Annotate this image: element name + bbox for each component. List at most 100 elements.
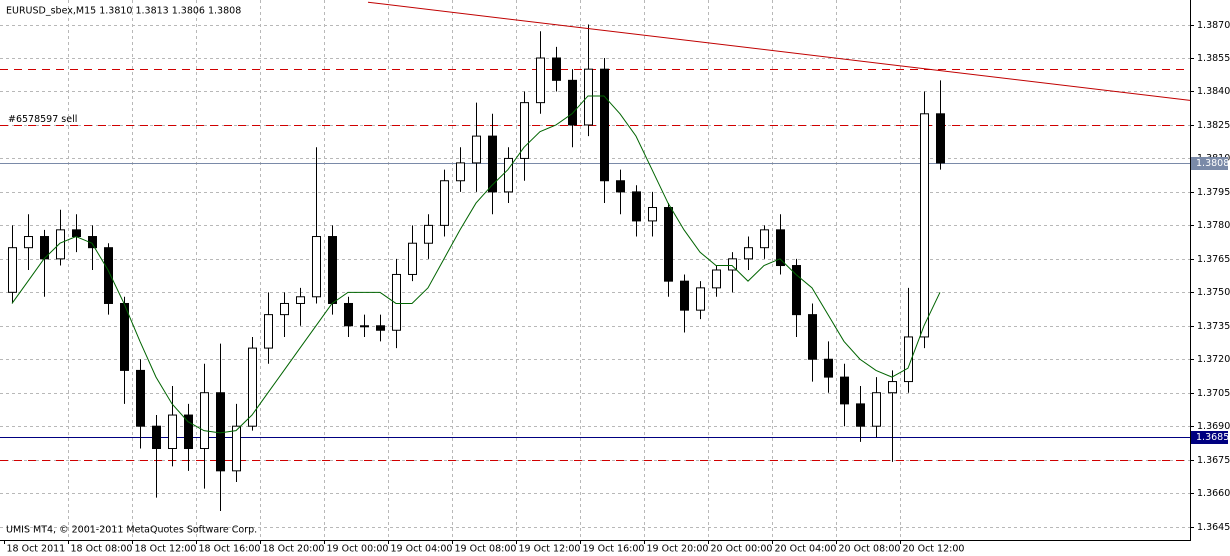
x-tick-label: 19 Oct 00:00 [327, 544, 389, 555]
x-tick-label: 18 Oct 2011 [7, 544, 66, 555]
candle-body [936, 113, 945, 164]
y-tick-label: 1.3765 [1197, 254, 1230, 265]
candle-body [216, 392, 225, 472]
x-tick-label: 20 Oct 04:00 [775, 544, 837, 555]
candle-body [312, 236, 321, 298]
candle-body [248, 347, 257, 427]
price-label: 1.3685 [1196, 432, 1229, 443]
y-tick-label: 1.3645 [1197, 522, 1230, 533]
candle-body [664, 207, 673, 282]
grid [0, 0, 1190, 540]
candle-body [712, 269, 721, 289]
candle-body [632, 191, 641, 222]
y-tick-label: 1.3840 [1197, 86, 1230, 97]
x-tick-label: 20 Oct 12:00 [903, 544, 965, 555]
y-tick-label: 1.3825 [1197, 120, 1230, 131]
candle-body [456, 162, 465, 182]
candle-body [296, 296, 305, 304]
x-tick-label: 20 Oct 00:00 [711, 544, 773, 555]
x-tick-label: 18 Oct 20:00 [263, 544, 325, 555]
y-tick-label: 1.3795 [1197, 187, 1230, 198]
candle-body [200, 392, 209, 450]
price-label-box [1191, 157, 1228, 170]
candle-body [776, 229, 785, 267]
candle-body [168, 414, 177, 450]
y-tick-label: 1.3870 [1197, 20, 1230, 31]
y-tick-label: 1.3675 [1197, 455, 1230, 466]
candle-body [72, 229, 81, 238]
candle-body [264, 314, 273, 349]
candle-body [824, 358, 833, 378]
candle-body [472, 135, 481, 164]
y-tick-label: 1.3720 [1197, 354, 1230, 365]
candle-body [744, 247, 753, 260]
y-tick-label: 1.3855 [1197, 53, 1230, 64]
candle-body [792, 265, 801, 316]
price-label-box [1191, 431, 1228, 444]
candle-body [56, 229, 65, 260]
candle-body [728, 258, 737, 271]
candle-body [8, 247, 17, 293]
y-tick-label: 1.3750 [1197, 287, 1230, 298]
candle-body [24, 236, 33, 249]
candle-body [568, 79, 577, 126]
y-tick-label: 1.3660 [1197, 488, 1230, 499]
candle-body [584, 68, 593, 126]
x-tick-label: 18 Oct 08:00 [71, 544, 133, 555]
candle-body [856, 403, 865, 427]
candle-body [696, 287, 705, 311]
x-tick-label: 20 Oct 08:00 [839, 544, 901, 555]
candle-body [536, 57, 545, 104]
candle-body [504, 157, 513, 193]
y-tick-label: 1.3735 [1197, 321, 1230, 332]
candle-body [104, 247, 113, 304]
candle-body [888, 381, 897, 394]
moving-average [11, 95, 941, 434]
trend-line [367, 1, 1191, 101]
candle-body [280, 302, 289, 316]
candle-body [392, 273, 401, 331]
candle-body [600, 68, 609, 182]
candle-body [440, 180, 449, 226]
candle-body [408, 242, 417, 275]
candle-body [904, 336, 913, 383]
candle-body [344, 302, 353, 327]
candle-body [872, 392, 881, 427]
candle-body [520, 102, 529, 159]
candle-body [488, 135, 497, 193]
footer: UMIS MT4, © 2001-2011 MetaQuotes Softwar… [6, 525, 257, 536]
x-tick-label: 18 Oct 16:00 [199, 544, 261, 555]
axes: 1.38701.38551.38401.38251.38101.37951.37… [4, 20, 1230, 555]
x-tick-label: 19 Oct 20:00 [647, 544, 709, 555]
candle-body [840, 376, 849, 405]
candle-body [552, 57, 561, 81]
x-tick-label: 19 Oct 12:00 [519, 544, 581, 555]
x-tick-label: 19 Oct 08:00 [455, 544, 517, 555]
candle-body [376, 325, 385, 331]
levels: #6578597 sell [0, 69, 1190, 461]
candle-body [184, 414, 193, 450]
candle-body [920, 113, 929, 338]
candle-body [360, 325, 369, 328]
y-tick-label: 1.3690 [1197, 421, 1230, 432]
candle-body [120, 302, 129, 371]
chart-title: EURUSD_sbex,M15 1.3810 1.3813 1.3806 1.3… [6, 6, 241, 17]
candle-body [136, 369, 145, 427]
candle-body [152, 425, 161, 450]
y-tick-label: 1.3705 [1197, 388, 1230, 399]
overlay [11, 1, 1191, 434]
candle-body [424, 224, 433, 244]
candle-body [616, 180, 625, 193]
candle-body [648, 207, 657, 222]
y-tick-label: 1.3780 [1197, 220, 1230, 231]
candle-body [328, 236, 337, 304]
candle-body [232, 425, 241, 472]
candle-body [680, 280, 689, 311]
x-tick-label: 19 Oct 16:00 [583, 544, 645, 555]
price-label: 1.3808 [1196, 158, 1229, 169]
candles [8, 24, 945, 511]
candle-body [808, 314, 817, 360]
x-tick-label: 18 Oct 12:00 [135, 544, 197, 555]
candle-body [760, 229, 769, 249]
